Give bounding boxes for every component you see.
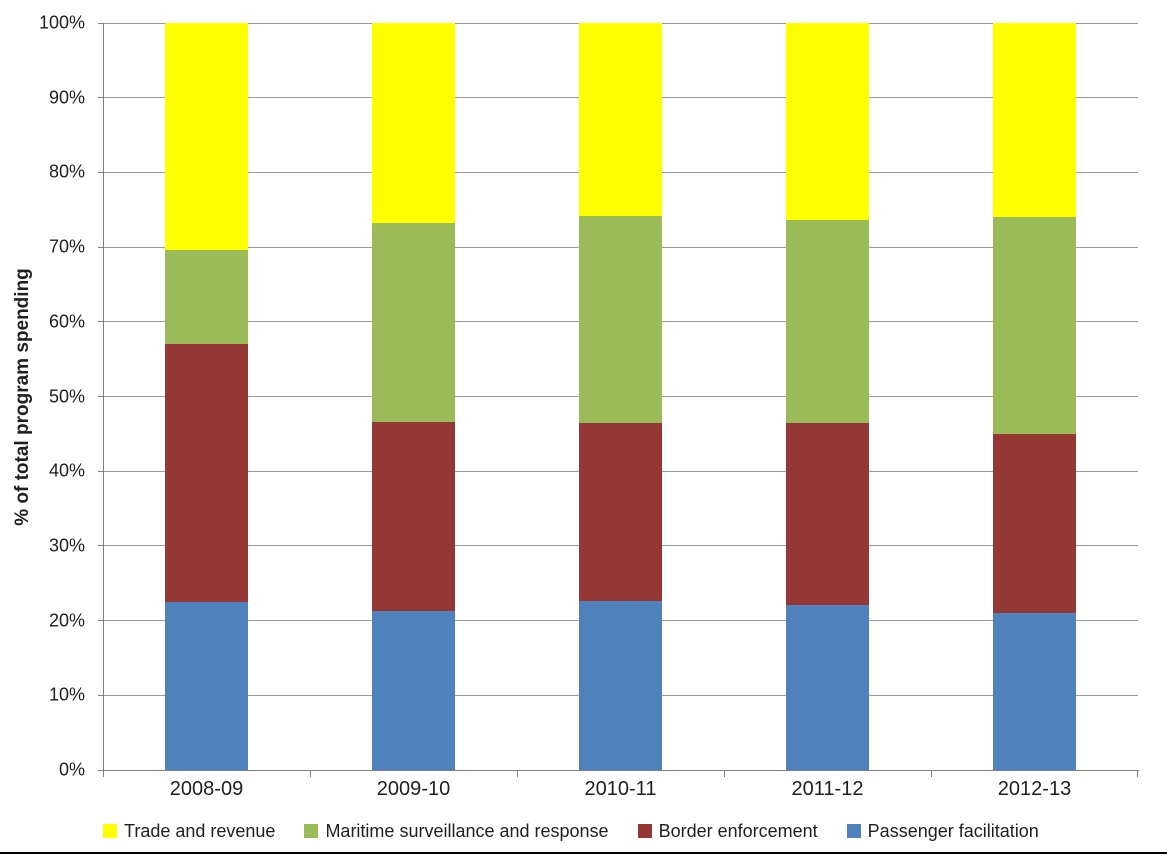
x-axis-tick (310, 770, 311, 777)
x-axis-category-label: 2009-10 (376, 778, 451, 800)
legend-item-label: Maritime surveillance and response (325, 820, 609, 841)
bar-segment (993, 23, 1076, 218)
legend-item: Trade and revenue (103, 821, 275, 842)
y-axis-tick-label: 10% (48, 684, 85, 705)
x-axis-tick (103, 770, 104, 777)
y-axis-tick (98, 396, 103, 397)
y-axis-tick-label: 50% (48, 386, 85, 406)
legend-swatch-icon (846, 824, 861, 838)
x-axis-line (103, 770, 1139, 771)
y-axis-tick (98, 769, 103, 771)
x-axis-category-label: 2008-09 (169, 778, 244, 800)
y-axis-tick (98, 545, 103, 547)
y-axis-tick (98, 171, 103, 173)
bar-segment (579, 601, 662, 770)
y-axis-tick-label: 40% (48, 460, 85, 481)
legend-swatch-icon (304, 824, 319, 838)
chart-legend: Trade and revenue Maritime surveillance a… (103, 819, 1039, 843)
y-axis-tick (98, 321, 103, 323)
bar-segment (993, 613, 1076, 770)
y-axis-tick-label: 90% (48, 87, 85, 108)
x-axis-category-label: 2011-12 (791, 778, 864, 800)
y-axis-tick (98, 620, 103, 622)
bar-segment (372, 23, 455, 224)
y-axis-tick-label: 70% (48, 236, 85, 257)
legend-item: Border enforcement (637, 820, 818, 842)
bar-segment (579, 215, 662, 424)
y-axis-tick-label: 0% (58, 759, 85, 780)
bar-segment (786, 423, 869, 605)
x-axis-tick (724, 770, 725, 777)
y-axis-tick-label: 20% (48, 610, 85, 631)
y-axis-tick (98, 470, 103, 472)
stacked-bar-2008-09 (165, 23, 248, 770)
bar-segment (993, 433, 1076, 614)
bar-segment (165, 23, 248, 251)
bar-segment (579, 23, 662, 216)
y-axis-tick (98, 694, 103, 696)
y-axis-tick (98, 246, 103, 248)
y-axis-tick-label: 60% (48, 311, 85, 332)
y-axis-tick (98, 97, 103, 99)
bar-segment (993, 217, 1076, 434)
bar-segment (372, 421, 455, 611)
legend-item: Passenger facilitation (846, 820, 1039, 842)
y-axis-line (103, 23, 104, 771)
bar-segment (165, 344, 248, 602)
legend-item-label: Trade and revenue (124, 820, 276, 841)
legend-swatch-icon (637, 824, 652, 838)
stacked-bar-2009-10 (372, 23, 455, 770)
bar-segment (786, 604, 869, 770)
x-axis-tick (517, 770, 518, 777)
bar-segment (786, 220, 869, 424)
stacked-bar-2011-12 (786, 23, 869, 770)
chart-plot-area (98, 22, 1138, 777)
stacked-bar-2010-11 (579, 23, 662, 770)
legend-item-label: Border enforcement (658, 820, 818, 841)
y-axis-tick-label: 30% (48, 535, 85, 556)
bar-segment (579, 423, 662, 602)
x-axis-tick (931, 770, 932, 777)
bar-segment (165, 601, 248, 770)
y-axis-tick-label: 100% (38, 12, 85, 33)
stacked-bar-2012-13 (993, 23, 1076, 770)
legend-item-label: Passenger facilitation (867, 820, 1039, 841)
y-axis-tick (98, 22, 103, 24)
bar-segment (165, 250, 248, 345)
x-axis-category-label: 2012-13 (997, 778, 1072, 800)
bar-segment (372, 223, 455, 422)
legend-swatch-icon (103, 824, 117, 838)
bar-segment (372, 610, 455, 770)
legend-item: Maritime surveillance and response (304, 820, 609, 842)
y-axis-tick-labels: 0% 10% 20% 30% 40% 50% 60% 70% 80% 90% 100% (0, 13, 95, 780)
bar-segment (786, 23, 869, 221)
x-axis-tick (1137, 770, 1138, 777)
y-axis-tick-label: 80% (48, 161, 85, 182)
bottom-border-line (0, 852, 1167, 854)
x-axis-category-labels: 2008-09 2009-10 2010-11 2011-12 2012-13 (103, 778, 1138, 801)
x-axis-category-label: 2010-11 (584, 778, 657, 800)
